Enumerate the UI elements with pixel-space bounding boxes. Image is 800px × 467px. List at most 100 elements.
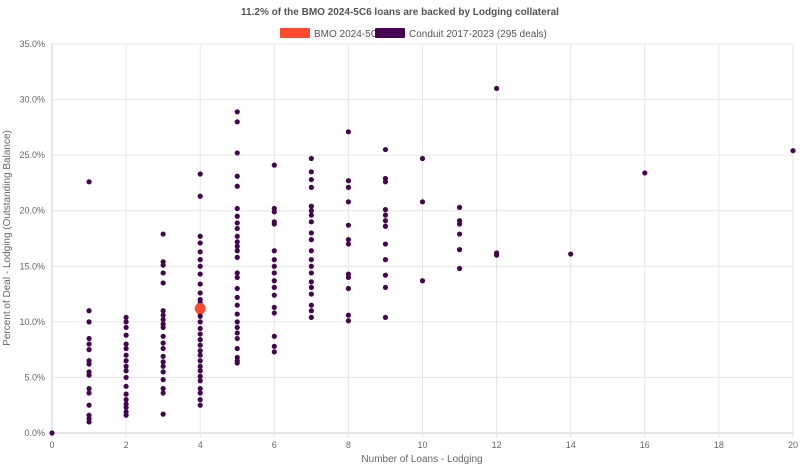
data-point-conduit[interactable] [197,368,203,374]
data-point-conduit[interactable] [197,249,203,255]
data-point-conduit[interactable] [234,150,240,156]
data-point-conduit[interactable] [123,341,129,347]
data-point-conduit[interactable] [234,330,240,336]
data-point-conduit[interactable] [642,170,648,176]
data-point-conduit[interactable] [382,212,389,218]
data-point-conduit[interactable] [123,391,129,397]
data-point-conduit[interactable] [271,263,277,269]
data-point-conduit[interactable] [197,319,203,325]
data-point-conduit[interactable] [160,363,166,369]
data-point-conduit[interactable] [234,233,240,239]
data-point-conduit[interactable] [382,284,389,291]
data-point-conduit[interactable] [271,304,277,311]
data-point-conduit[interactable] [160,345,166,352]
data-point-conduit[interactable] [197,358,203,364]
data-point-conduit[interactable] [197,290,203,296]
data-point-conduit[interactable] [86,372,92,378]
data-point-conduit[interactable] [197,352,203,358]
data-point-conduit[interactable] [160,385,166,392]
data-point-conduit[interactable] [234,274,240,280]
data-point-conduit[interactable] [308,208,314,214]
data-point-conduit[interactable] [308,219,314,225]
data-point-conduit[interactable] [234,109,240,115]
data-point-conduit[interactable] [234,243,240,249]
data-point-conduit[interactable] [197,385,203,392]
data-point-conduit[interactable] [345,241,351,247]
data-point-conduit[interactable] [160,262,166,268]
data-point-conduit[interactable] [234,254,240,260]
data-point-conduit[interactable] [234,205,240,212]
data-point-conduit[interactable] [197,240,203,246]
data-point-conduit[interactable] [197,363,203,369]
data-point-conduit[interactable] [308,237,314,243]
data-point-conduit[interactable] [494,252,500,258]
data-point-conduit[interactable] [160,317,166,323]
data-point-conduit[interactable] [382,241,389,247]
data-point-conduit[interactable] [456,231,463,237]
data-point-conduit[interactable] [308,212,314,218]
data-point-conduit[interactable] [271,270,277,276]
data-point-conduit[interactable] [86,308,92,314]
data-point-conduit[interactable] [234,302,240,308]
data-point-conduit[interactable] [197,233,203,239]
data-point-conduit[interactable] [456,221,463,227]
data-point-conduit[interactable] [234,225,240,232]
data-point-conduit[interactable] [197,325,203,332]
data-point-conduit[interactable] [308,176,314,183]
legend-item-bmo[interactable]: BMO 2024-5C6 [280,28,384,40]
data-point-conduit[interactable] [86,361,92,367]
data-point-conduit[interactable] [123,374,129,381]
data-point-conduit[interactable] [86,390,92,396]
data-point-conduit[interactable] [345,199,351,205]
data-point-conduit[interactable] [160,312,166,318]
data-point-conduit[interactable] [419,155,426,162]
data-point-conduit[interactable] [271,292,277,298]
data-point-conduit[interactable] [382,146,389,153]
data-point-conduit[interactable] [197,373,203,379]
data-point-conduit[interactable] [234,119,240,125]
data-point-conduit[interactable] [345,178,351,184]
data-point-conduit[interactable] [197,193,203,199]
data-point-conduit[interactable] [197,402,203,408]
data-point-conduit[interactable] [86,347,92,353]
data-point-conduit[interactable] [234,285,240,292]
data-point-conduit[interactable] [345,184,351,190]
data-point-conduit[interactable] [123,324,129,331]
data-point-conduit[interactable] [308,184,314,190]
data-point-conduit[interactable] [86,341,92,347]
data-point-conduit[interactable] [197,257,203,263]
data-point-conduit[interactable] [234,311,240,317]
data-point-conduit[interactable] [160,411,166,417]
data-point-conduit[interactable] [345,129,351,135]
data-point-conduit[interactable] [234,183,240,189]
data-point-conduit[interactable] [197,348,203,354]
data-point-conduit[interactable] [86,319,92,325]
data-point-conduit[interactable] [197,331,203,337]
data-point-conduit[interactable] [234,173,240,179]
data-point-conduit[interactable] [160,369,166,375]
data-point-conduit[interactable] [234,213,240,219]
data-point-conduit[interactable] [160,390,166,396]
data-point-conduit[interactable] [382,179,389,185]
data-point-conduit[interactable] [123,358,129,364]
data-point-conduit[interactable] [382,314,389,321]
data-point-conduit[interactable] [234,294,240,301]
data-point-conduit[interactable] [160,270,166,276]
data-point-conduit[interactable] [308,314,314,321]
data-point-conduit[interactable] [308,291,314,297]
data-point-conduit[interactable] [271,284,277,291]
data-point-conduit[interactable] [419,278,426,284]
data-point-conduit[interactable] [197,342,203,348]
data-point-conduit[interactable] [123,368,129,374]
data-point-conduit[interactable] [234,319,240,325]
data-point-conduit[interactable] [197,171,203,177]
data-point-conduit[interactable] [345,318,351,324]
data-point-conduit[interactable] [382,207,389,213]
data-point-conduit[interactable] [234,248,240,254]
data-point-conduit[interactable] [345,285,351,292]
data-point-conduit[interactable] [197,263,203,269]
data-point-conduit[interactable] [160,324,166,331]
data-point-conduit[interactable] [160,340,166,346]
data-point-conduit[interactable] [308,279,314,285]
data-point-conduit[interactable] [197,337,203,343]
